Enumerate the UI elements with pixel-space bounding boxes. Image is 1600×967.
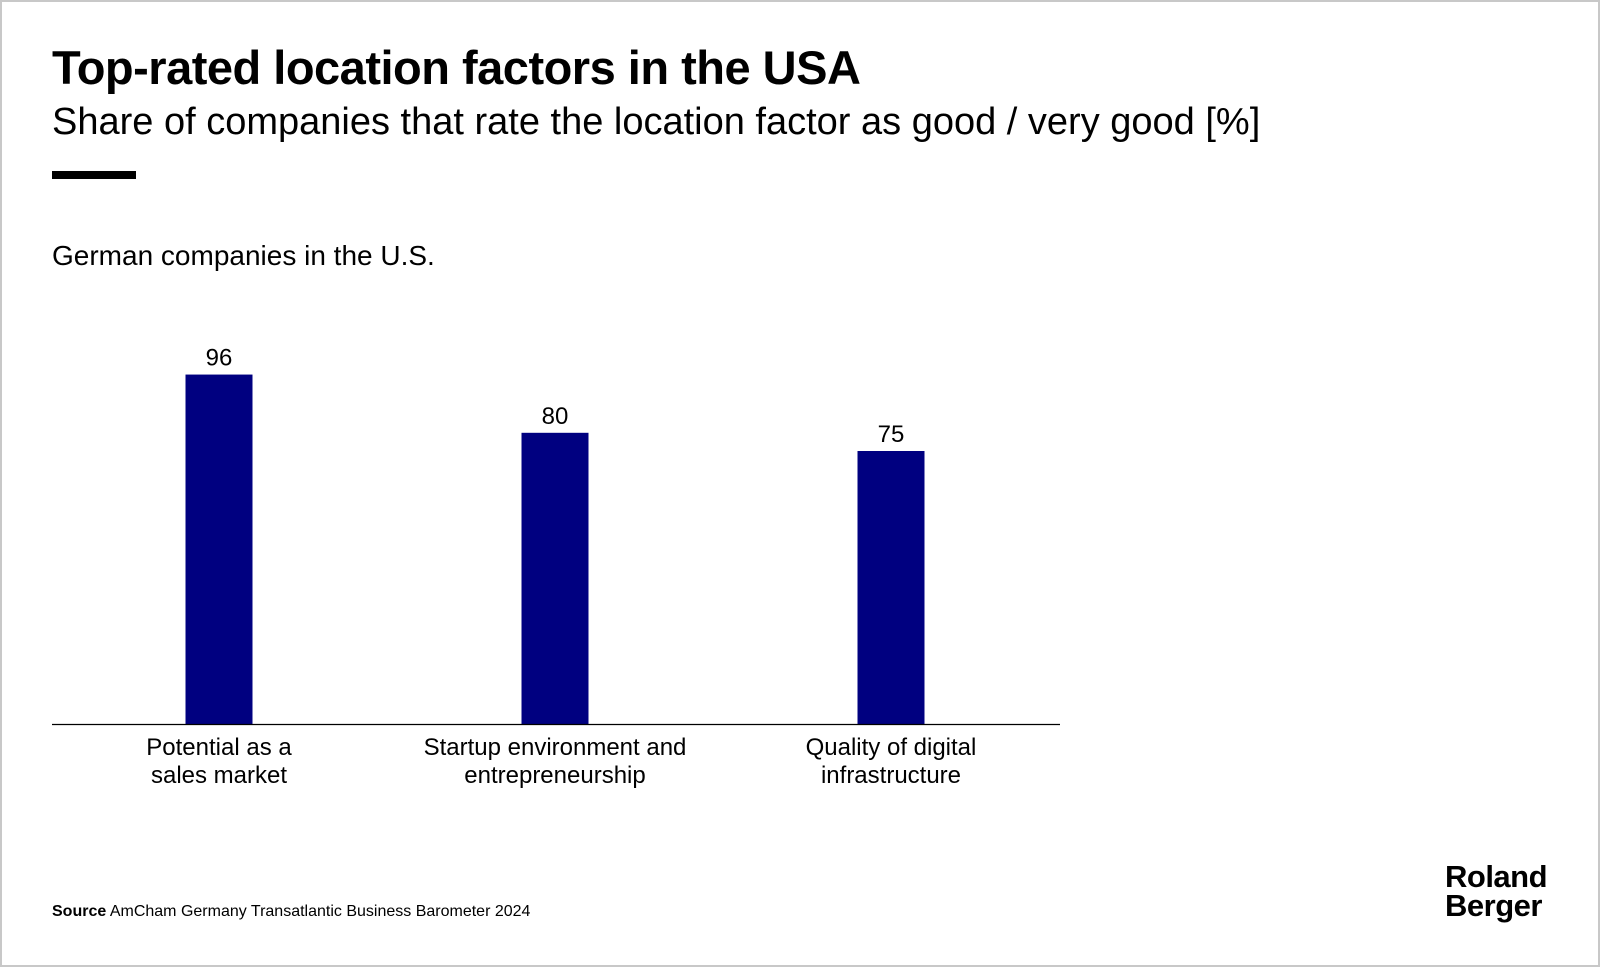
category-label-1-line-1: Potential as a — [146, 734, 292, 761]
logo-line-1: Roland — [1445, 859, 1548, 894]
chart-heading: German companies in the U.S. — [52, 240, 435, 271]
category-label-3-line-1: Quality of digital — [806, 734, 977, 761]
title-underline — [52, 171, 136, 179]
category-label-2-line-1: Startup environment and — [424, 734, 687, 761]
data-label-2: 80 — [542, 403, 569, 430]
data-label-1: 96 — [206, 345, 233, 372]
logo-line-2: Berger — [1445, 888, 1542, 923]
source-note: Source AmCham Germany Transatlantic Busi… — [52, 902, 530, 921]
data-label-3: 75 — [878, 421, 905, 448]
source-label: Source — [52, 903, 107, 920]
category-label-2-line-2: entrepreneurship — [464, 762, 645, 789]
source-text: AmCham Germany Transatlantic Business Ba… — [109, 903, 531, 920]
roland-berger-logo: Roland Berger — [1445, 859, 1548, 923]
page-title: Top-rated location factors in the USA — [52, 41, 861, 94]
page-subtitle: Share of companies that rate the locatio… — [52, 101, 1261, 143]
bar-1 — [185, 374, 253, 724]
bar-2 — [521, 432, 589, 724]
bar-3 — [857, 451, 925, 724]
category-label-3-line-2: infrastructure — [821, 762, 961, 789]
category-label-1-line-2: sales market — [151, 762, 287, 789]
